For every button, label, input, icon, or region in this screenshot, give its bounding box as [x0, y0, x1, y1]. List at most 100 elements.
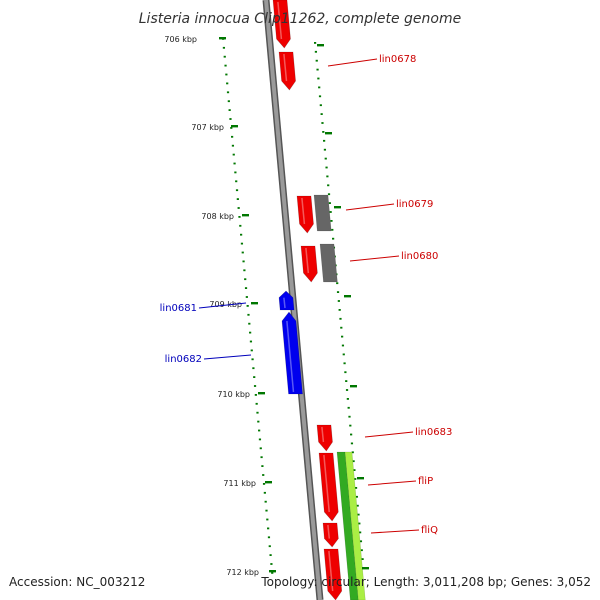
gene-leader-line: [367, 480, 417, 486]
minor-tick: [236, 198, 239, 200]
minor-tick: [230, 127, 233, 129]
minor-tick: [246, 305, 249, 307]
minor-tick: [345, 380, 348, 382]
gene-arrow-upper-shine: [277, 1, 283, 40]
major-tick: [231, 125, 238, 128]
gene-label-lin0683[interactable]: lin0683: [415, 427, 452, 438]
minor-tick: [223, 55, 226, 58]
minor-tick: [338, 309, 341, 311]
minor-tick: [336, 282, 339, 285]
gene-features: [272, 0, 366, 600]
gene-label-lin0679[interactable]: lin0679: [396, 199, 433, 210]
minor-tick: [249, 340, 253, 343]
tick-label: 709 kbp: [209, 300, 242, 309]
major-tick: [325, 132, 332, 135]
minor-tick: [226, 91, 230, 94]
minor-tick: [253, 385, 257, 387]
gene-arrow-lin0678: [278, 51, 296, 91]
major-tick: [334, 206, 341, 209]
minor-tick: [252, 367, 255, 370]
minor-tick: [258, 429, 261, 432]
gene-label-lin0680[interactable]: lin0680: [401, 251, 438, 262]
minor-tick: [249, 331, 252, 334]
tick-label: 706 kbp: [164, 35, 197, 44]
major-tick: [251, 302, 258, 305]
gene-arrow-lin0679: [296, 195, 314, 234]
gene-arrow-fliP-shine: [323, 454, 330, 513]
minor-tick: [343, 362, 346, 365]
gene-label-fliq[interactable]: fliQ: [421, 525, 438, 536]
gene-arrow-lin0680: [300, 245, 318, 283]
minor-tick: [232, 153, 235, 156]
minor-tick: [271, 572, 274, 574]
topology-text: Topology: circular; Length: 3,011,208 bp…: [260, 575, 591, 589]
minor-tick: [336, 291, 340, 293]
minor-tick: [341, 344, 345, 347]
gene-arrow-lower: [323, 548, 343, 600]
minor-tick: [359, 531, 362, 534]
minor-tick: [264, 500, 267, 503]
minor-tick: [256, 411, 259, 414]
gene-block-lin0680-grey: [319, 243, 338, 283]
gene-arrow-lin0680-shine: [305, 247, 310, 274]
minor-tick: [351, 451, 354, 454]
minor-tick: [240, 242, 244, 245]
minor-tick: [245, 296, 248, 298]
minor-tick: [346, 398, 349, 400]
minor-tick: [323, 139, 326, 142]
major-tick: [242, 214, 249, 217]
minor-tick: [327, 193, 331, 196]
gene-block-lin0679-grey: [313, 194, 332, 232]
major-ticks: 706 kbp 707 kbp 708 kbp 709 kbp 710 kbp 711 k…: [164, 35, 369, 577]
minor-tick: [263, 491, 266, 494]
gene-arrow-lin0678-shine: [283, 53, 288, 82]
gene-label-lin0682[interactable]: lin0682: [165, 354, 202, 365]
gene-arrow-lin0679-shine: [301, 197, 306, 225]
minor-tick: [239, 224, 242, 227]
minor-tick: [328, 202, 331, 204]
minor-tick: [237, 207, 240, 209]
minor-tick: [243, 269, 246, 272]
gene-label-flip[interactable]: fliP: [418, 476, 433, 487]
major-tick: [317, 44, 324, 47]
minor-tick: [330, 220, 333, 222]
minor-tick: [267, 536, 271, 539]
minor-tick: [228, 109, 231, 111]
gene-label-lin0681[interactable]: lin0681: [160, 303, 197, 314]
minor-tick: [350, 442, 354, 445]
minor-tick: [226, 82, 229, 85]
minor-tick: [350, 433, 353, 436]
tick-label: 707 kbp: [191, 123, 224, 132]
minor-tick: [260, 456, 263, 459]
minor-tick: [314, 42, 317, 44]
gene-label-lin0678[interactable]: lin0678: [379, 54, 416, 65]
minor-tick: [319, 104, 322, 107]
minor-tick: [341, 335, 344, 338]
minor-tick: [321, 122, 324, 124]
minor-ticks-left: [222, 38, 274, 574]
minor-tick: [323, 148, 327, 151]
minor-tick: [318, 86, 321, 89]
minor-tick: [253, 376, 256, 378]
minor-tick: [349, 424, 352, 427]
minor-tick: [229, 118, 232, 120]
minor-tick: [355, 495, 358, 498]
gene-arrow-fliQ: [322, 522, 339, 548]
minor-tick: [235, 189, 239, 192]
gene-arrow-lin0682: [281, 311, 303, 395]
minor-tick: [266, 518, 269, 521]
minor-tick: [231, 135, 234, 138]
minor-tick: [326, 175, 329, 178]
genome-title: Listeria innocua Clip11262, complete gen…: [139, 11, 461, 27]
minor-tick: [234, 171, 237, 174]
gene-arrow-fliQ-shine: [327, 524, 331, 539]
major-tick: [258, 392, 265, 395]
major-tick: [344, 295, 351, 298]
minor-tick: [347, 406, 350, 409]
tick-label: 708 kbp: [201, 212, 234, 221]
minor-tick: [227, 100, 230, 103]
gene-leader-line: [345, 203, 395, 211]
minor-tick: [318, 95, 322, 98]
